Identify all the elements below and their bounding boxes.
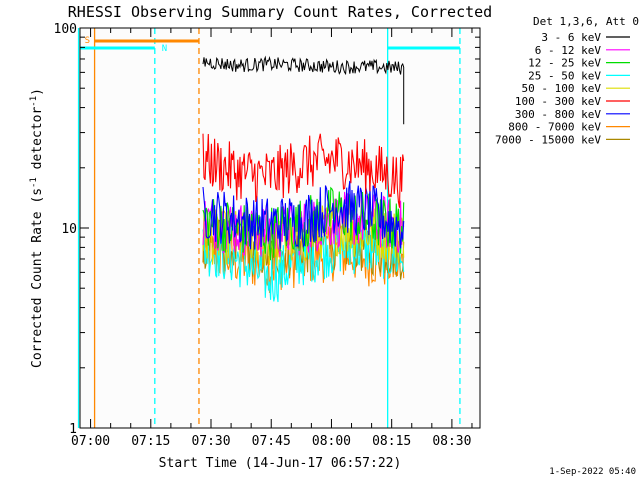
legend-title: Det 1,3,6, Att 0	[533, 15, 639, 28]
chart-title: RHESSI Observing Summary Count Rates, Co…	[68, 3, 492, 21]
legend-label-6: 300 - 800 keV	[515, 108, 601, 121]
legend-label-0: 3 - 6 keV	[541, 31, 601, 44]
y-axis-label-sup1: -1	[29, 177, 39, 188]
series-line-6	[202, 180, 405, 250]
plot-layer: SN	[77, 28, 480, 428]
x-axis-label: Start Time (14-Jun-17 06:57:22)	[159, 456, 402, 471]
legend-label-2: 12 - 25 keV	[528, 57, 601, 70]
legend-label-8: 7000 - 15000 keV	[495, 133, 601, 146]
series-line-1	[202, 191, 405, 257]
flag-label-1: N	[162, 44, 167, 54]
flag-label-0: S	[85, 36, 90, 46]
x-tick-label-1: 07:15	[131, 434, 170, 449]
legend-label-4: 50 - 100 keV	[522, 82, 602, 95]
y-tick-label-0: 1	[69, 422, 77, 437]
x-tick-label-4: 08:00	[312, 434, 351, 449]
legend-label-1: 6 - 12 keV	[535, 44, 602, 57]
legend-label-7: 800 - 7000 keV	[508, 121, 601, 134]
legend-label-5: 100 - 300 keV	[515, 95, 601, 108]
plot-area	[80, 28, 480, 428]
series-line-5	[202, 133, 405, 208]
y-axis-label-main: Corrected Count Rate (s	[30, 188, 45, 368]
y-tick-label-1: 10	[61, 222, 77, 237]
x-tick-label-0: 07:00	[71, 434, 110, 449]
chart-timestamp: 1-Sep-2022 05:40	[549, 467, 636, 477]
x-tick-label-6: 08:30	[432, 434, 471, 449]
x-tick-label-3: 07:45	[252, 434, 291, 449]
series-line-3	[202, 221, 405, 303]
series-line-0	[202, 55, 405, 125]
y-tick-label-2: 100	[54, 22, 77, 37]
y-axis-label-mid: detector	[30, 107, 45, 178]
y-axis-label-sup2: -1	[29, 96, 39, 107]
axis-layer: 1 10 100 07:00 07:15 07:30 07:45 08:00 08:15 08:3…	[54, 22, 481, 449]
y-axis-label-end: )	[30, 88, 45, 96]
x-tick-label-2: 07:30	[191, 434, 230, 449]
x-tick-label-5: 08:15	[372, 434, 411, 449]
legend-label-3: 25 - 50 keV	[528, 69, 601, 82]
y-axis-label: Corrected Count Rate (s-1 detector-1)	[29, 88, 45, 368]
